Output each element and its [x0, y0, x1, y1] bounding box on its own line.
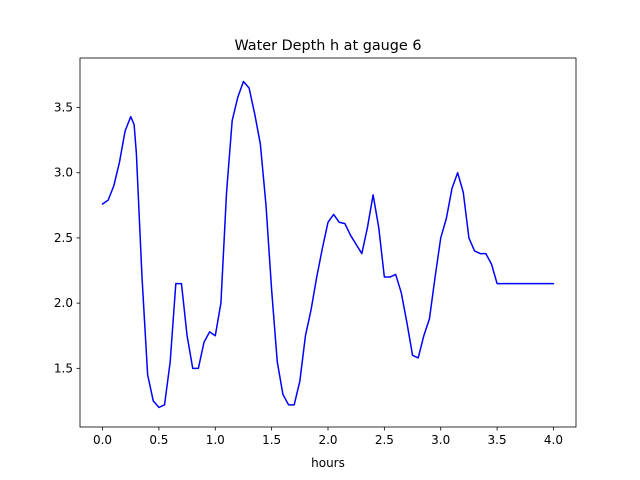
series-layer: [101, 80, 555, 409]
plot-area: [80, 58, 576, 427]
plot-frame: [79, 57, 577, 428]
y-tick-label: 2.5: [54, 231, 73, 245]
x-tick-label: 2.0: [318, 433, 337, 447]
x-tick-label: 2.5: [375, 433, 394, 447]
axes: 0.0 0.5 1.0 1.5 2.0 2.5 3.0 3.5 4.0 1.5 2.0 2.5 3.0 3…: [54, 57, 577, 447]
x-tick-label: 4.0: [544, 433, 563, 447]
x-tick-label: 1.0: [206, 433, 225, 447]
x-tick-label: 0.5: [149, 433, 168, 447]
y-tick-label: 3.5: [54, 101, 73, 115]
y-tick-label: 3.0: [54, 166, 73, 180]
x-tick-label: 1.5: [262, 433, 281, 447]
x-axis-label: hours: [311, 456, 345, 470]
x-tick-label: 3.5: [488, 433, 507, 447]
series-line-0: [101, 80, 555, 409]
y-tick-label: 2.0: [54, 296, 73, 310]
x-tick-label: 3.0: [431, 433, 450, 447]
plot-background: [80, 58, 576, 427]
chart-title: Water Depth h at gauge 6: [234, 38, 421, 54]
x-tick-label: 0.0: [93, 433, 112, 447]
y-tick-label: 1.5: [54, 361, 73, 375]
